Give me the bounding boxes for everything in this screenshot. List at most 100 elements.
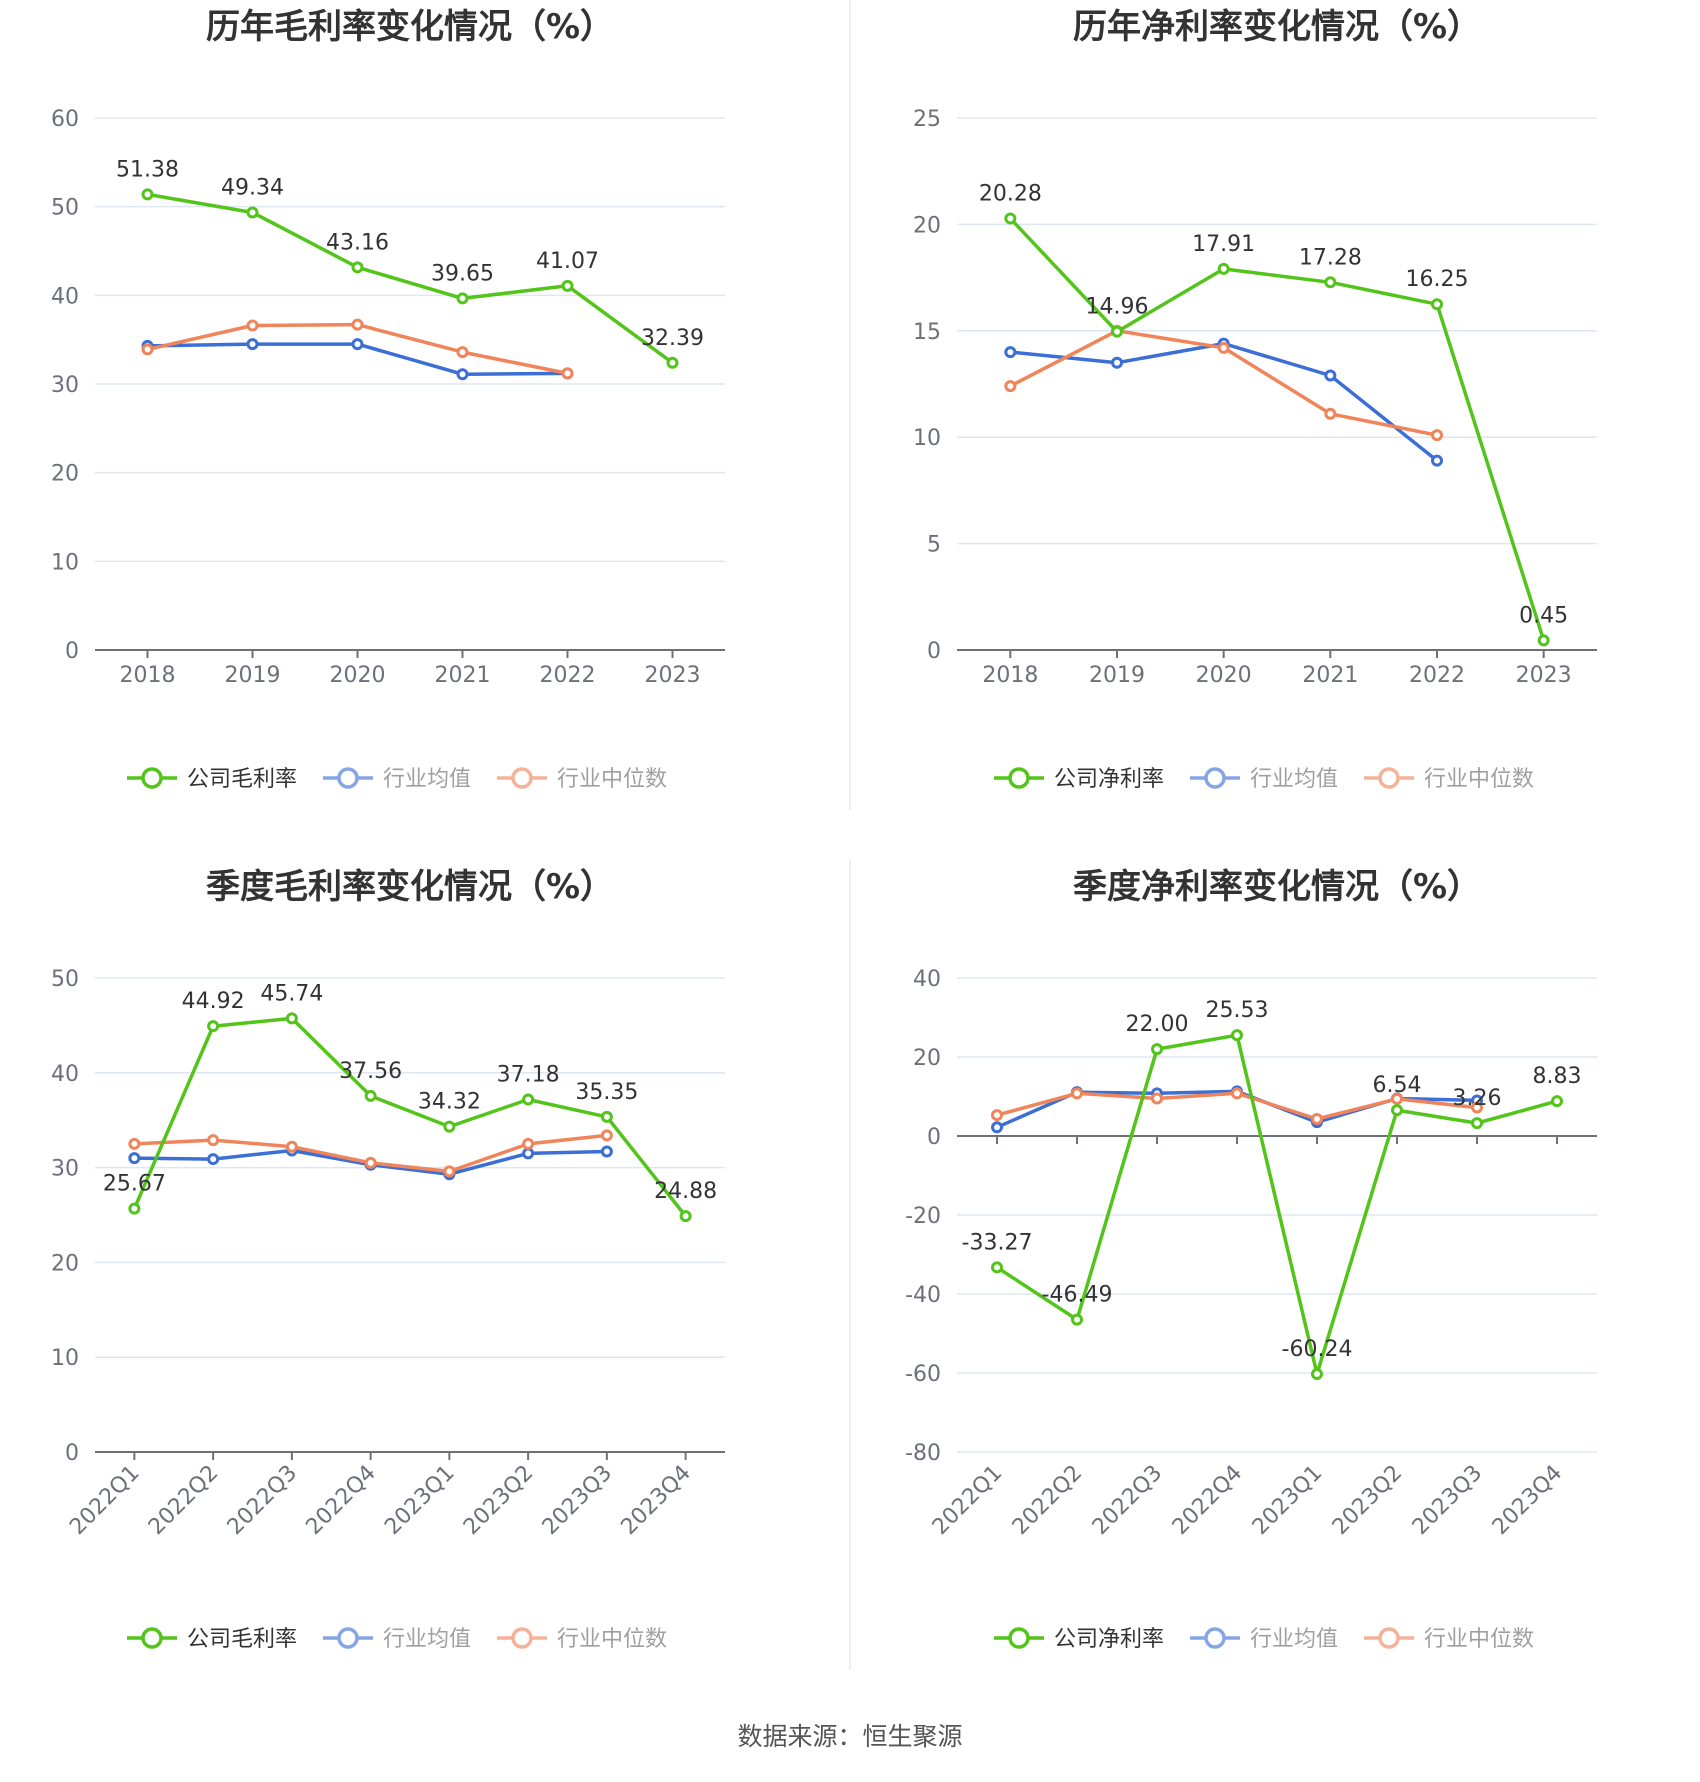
- y-tick-label: 15: [913, 320, 941, 345]
- x-tick-label: 2020: [1196, 663, 1252, 688]
- x-tick-label: 2023: [1516, 663, 1572, 688]
- legend-item-company: 公司净利率: [994, 1627, 1164, 1652]
- data-label: 22.00: [1126, 1012, 1189, 1037]
- data-point-median: [128, 1137, 141, 1150]
- data-point-mean: [351, 338, 364, 351]
- y-tick-label: 0: [65, 1441, 79, 1466]
- x-tick-label: 2023Q1: [380, 1461, 459, 1540]
- y-tick-label: 10: [51, 1346, 79, 1371]
- series-line-company: [147, 192, 674, 365]
- data-label: 41.07: [536, 249, 599, 274]
- legend-marker: [337, 1627, 359, 1649]
- x-tick-label: 2022Q3: [1088, 1461, 1167, 1540]
- legend-label: 公司毛利率: [187, 767, 297, 792]
- y-tick-label: 0: [927, 639, 941, 664]
- chart-title: 历年毛利率变化情况（%）: [206, 7, 614, 47]
- data-point-mean: [456, 368, 469, 381]
- x-tick-label: 2018: [120, 663, 176, 688]
- data-label: 43.16: [326, 230, 389, 255]
- chart-title: 季度毛利率变化情况（%）: [206, 867, 614, 907]
- data-point-company: [679, 1210, 692, 1223]
- data-point-median: [561, 367, 574, 380]
- legend-item-mean: 行业均值: [1190, 1627, 1338, 1652]
- legend-item-mean: 行业均值: [1190, 767, 1338, 792]
- legend-marker: [1378, 1627, 1400, 1649]
- legend-label: 公司毛利率: [187, 1627, 297, 1652]
- data-label: 51.38: [116, 157, 179, 182]
- data-point-company: [1324, 276, 1337, 289]
- data-point-company: [364, 1089, 377, 1102]
- legend-label: 行业中位数: [1424, 1627, 1534, 1652]
- legend-item-company: 公司净利率: [994, 767, 1164, 792]
- legend-label: 公司净利率: [1054, 767, 1164, 792]
- x-tick-label: 2022Q1: [65, 1461, 144, 1540]
- legend-item-median: 行业中位数: [497, 767, 667, 792]
- data-point-mean: [1111, 356, 1123, 369]
- data-label: 35.35: [575, 1080, 638, 1105]
- data-point-company: [1391, 1104, 1403, 1117]
- legend-item-median: 行业中位数: [497, 1627, 667, 1652]
- data-point-median: [443, 1165, 456, 1178]
- data-label: 14.96: [1086, 295, 1149, 320]
- data-label: -33.27: [962, 1230, 1033, 1255]
- data-point-company: [1071, 1313, 1083, 1326]
- data-label: 32.39: [641, 326, 704, 351]
- data-label: 34.32: [418, 1090, 481, 1115]
- data-point-company: [1537, 634, 1550, 647]
- data-label: 8.83: [1533, 1064, 1582, 1089]
- y-tick-label: 50: [51, 967, 79, 992]
- data-label: 16.25: [1406, 267, 1469, 292]
- data-label: 17.28: [1299, 245, 1362, 270]
- legend-marker: [337, 767, 359, 789]
- y-tick-label: 60: [51, 107, 79, 132]
- x-tick-label: 2022: [1409, 663, 1465, 688]
- legend-marker: [511, 1627, 533, 1649]
- data-point-mean: [1324, 369, 1337, 382]
- data-label: 39.65: [431, 261, 494, 286]
- y-tick-label: 0: [65, 639, 79, 664]
- x-tick-label: 2019: [1089, 663, 1145, 688]
- legend-marker: [1008, 767, 1030, 789]
- x-tick-label: 2023Q3: [1408, 1461, 1487, 1540]
- x-tick-label: 2023: [645, 663, 701, 688]
- legend-marker: [141, 1627, 163, 1649]
- data-label: 17.91: [1192, 232, 1255, 257]
- chart-title: 季度净利率变化情况（%）: [1073, 867, 1481, 907]
- annual-net-margin-chart: 历年净利率变化情况（%） 0 5 10 15 20 25 2018 2019 2020 2021 20…: [913, 7, 1597, 792]
- x-tick-label: 2021: [435, 663, 491, 688]
- x-tick-label: 2023Q1: [1248, 1461, 1327, 1540]
- data-label: 20.28: [979, 181, 1042, 206]
- data-point-company: [443, 1120, 456, 1133]
- data-point-company: [141, 188, 154, 201]
- y-tick-label: 10: [51, 550, 79, 575]
- x-tick-label: 2021: [1302, 663, 1358, 688]
- data-source-footer: 数据来源：恒生聚源: [737, 1722, 962, 1751]
- legend-label: 行业均值: [1250, 767, 1338, 792]
- data-point-company: [1311, 1367, 1323, 1380]
- y-tick-label: -60: [905, 1362, 941, 1387]
- legend-marker: [141, 767, 163, 789]
- data-point-company: [1151, 1043, 1163, 1056]
- data-label: 49.34: [221, 176, 284, 201]
- y-tick-label: 10: [913, 426, 941, 451]
- data-label: 6.54: [1373, 1073, 1422, 1098]
- legend-marker: [1378, 767, 1400, 789]
- chart-title: 历年净利率变化情况（%）: [1073, 7, 1481, 47]
- legend-marker: [1204, 767, 1226, 789]
- legend-label: 行业均值: [383, 767, 471, 792]
- data-point-median: [1311, 1113, 1323, 1126]
- x-tick-label: 2020: [330, 663, 386, 688]
- legend-marker: [1008, 1627, 1030, 1649]
- data-point-company: [285, 1012, 298, 1025]
- data-label: 37.56: [339, 1059, 402, 1084]
- x-tick-label: 2019: [225, 663, 281, 688]
- x-tick-label: 2022Q2: [144, 1461, 223, 1540]
- data-label: 3.26: [1453, 1086, 1502, 1111]
- data-point-company: [666, 356, 679, 369]
- data-point-company: [1551, 1095, 1563, 1108]
- data-point-median: [1231, 1087, 1243, 1100]
- y-tick-label: -20: [905, 1204, 941, 1229]
- data-point-mean: [1004, 346, 1017, 359]
- legend-item-company: 公司毛利率: [127, 1627, 297, 1652]
